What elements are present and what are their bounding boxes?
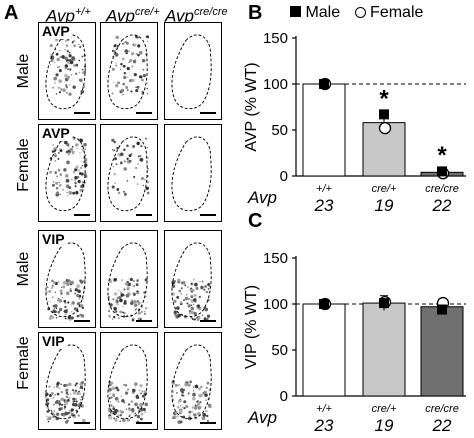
scn-outline xyxy=(45,242,86,318)
legend-female-marker xyxy=(354,7,366,18)
vip-n-label-1: 23 xyxy=(314,416,334,435)
avp-x-row-label: Avp xyxy=(247,188,277,207)
scn-outline xyxy=(171,34,212,110)
avp-ytick-label: 100 xyxy=(263,76,288,93)
avp-male-point-1 xyxy=(319,79,329,89)
vip-male-point-3 xyxy=(437,304,447,315)
avp-bar-1 xyxy=(302,83,346,177)
micrograph-avp-female-3 xyxy=(164,124,222,222)
avp-significance-3: * xyxy=(437,142,447,169)
vip-n-label-3: 22 xyxy=(432,416,452,435)
vip-ytick-label: 50 xyxy=(271,342,288,359)
vip-bar-1 xyxy=(302,303,346,397)
panel-b-letter: B xyxy=(248,2,263,24)
vip-n-label-2: 19 xyxy=(375,416,394,435)
vip-ylabel: VIP (% WT) xyxy=(243,285,260,369)
micrograph-vip-male-1: VIP xyxy=(38,230,96,328)
vip-category-label-1: +/+ xyxy=(316,403,332,415)
scn-outline xyxy=(171,344,212,420)
vip-ytick-label: 100 xyxy=(263,296,288,313)
scn-outline xyxy=(45,136,86,212)
legend-male-label: Male xyxy=(305,4,341,21)
scale-bar xyxy=(136,112,152,114)
row-label-male-avp: Male xyxy=(15,53,32,89)
scale-bar xyxy=(200,422,216,424)
vip-male-point-2 xyxy=(379,298,389,309)
vip-male-point-1 xyxy=(319,299,329,309)
avp-significance-2: * xyxy=(379,85,389,112)
marker-label: AVP xyxy=(41,125,71,141)
avp-n-label-1: 23 xyxy=(314,196,334,215)
vip-x-row-label: Avp xyxy=(247,408,277,427)
micrograph-avp-male-2 xyxy=(100,22,158,120)
vip-bar-3 xyxy=(420,306,464,397)
legend-male-marker xyxy=(290,6,301,17)
scale-bar xyxy=(136,320,152,322)
micrograph-vip-male-3 xyxy=(164,230,222,328)
scale-bar xyxy=(74,112,90,114)
micrograph-avp-female-1: AVP xyxy=(38,124,96,222)
scn-outline xyxy=(45,344,86,420)
vip-bar-2 xyxy=(362,302,406,397)
scale-bar xyxy=(74,422,90,424)
micrograph-avp-female-2 xyxy=(100,124,158,222)
avp-category-label-1: +/+ xyxy=(316,183,332,195)
avp-male-point-3 xyxy=(437,166,447,177)
scn-outline xyxy=(107,242,148,318)
vip-ytick-label: 150 xyxy=(263,250,288,267)
micrograph-vip-female-3 xyxy=(164,332,222,430)
micrograph-vip-female-2 xyxy=(100,332,158,430)
scn-outline xyxy=(171,242,212,318)
scale-bar xyxy=(200,320,216,322)
scale-bar xyxy=(74,320,90,322)
micrograph-vip-female-1: VIP xyxy=(38,332,96,430)
scale-bar xyxy=(200,112,216,114)
panel-c-letter: C xyxy=(248,210,263,232)
marker-label: VIP xyxy=(41,333,66,349)
genotype-header-ko: Avpcre/cre xyxy=(165,6,228,26)
avp-n-label-3: 22 xyxy=(432,196,452,215)
legend-female-label: Female xyxy=(370,4,424,21)
micrograph-vip-male-2 xyxy=(100,230,158,328)
scale-bar xyxy=(136,422,152,424)
scn-outline xyxy=(107,344,148,420)
vip-category-label-3: cre/cre xyxy=(425,403,459,415)
scn-outline xyxy=(171,136,212,212)
marker-label: VIP xyxy=(41,231,66,247)
row-label-female-avp: Female xyxy=(15,138,32,192)
scale-bar xyxy=(74,214,90,216)
micrograph-avp-male-1: AVP xyxy=(38,22,96,120)
legend: Male Female xyxy=(290,4,423,22)
chart-vip: 0 50 100 150 VIP (% WT) +/+23 cre/+19 cre/cre22… xyxy=(243,250,466,435)
avp-ytick-label: 50 xyxy=(271,122,288,139)
avp-ytick-label: 150 xyxy=(263,30,288,47)
micrograph-avp-male-3 xyxy=(164,22,222,120)
row-label-female-vip: Female xyxy=(15,336,32,390)
scale-bar xyxy=(200,214,216,216)
marker-label: AVP xyxy=(41,23,71,39)
avp-n-label-2: 19 xyxy=(375,196,394,215)
vip-ytick-label: 0 xyxy=(280,388,288,405)
genotype-header-het: Avpcre/+ xyxy=(106,6,160,26)
avp-ytick-label: 0 xyxy=(280,168,288,185)
vip-category-label-2: cre/+ xyxy=(372,403,397,415)
avp-category-label-3: cre/cre xyxy=(425,183,459,195)
avp-female-point-2 xyxy=(378,122,392,135)
avp-male-point-2 xyxy=(379,109,389,120)
scn-outline xyxy=(107,136,148,212)
row-label-male-vip: Male xyxy=(15,251,32,287)
genotype-header-wt: Avp+/+ xyxy=(46,6,91,26)
scn-outline xyxy=(107,34,148,110)
avp-category-label-2: cre/+ xyxy=(372,183,397,195)
panel-a-letter: A xyxy=(4,2,19,24)
scale-bar xyxy=(136,214,152,216)
avp-ylabel: AVP (% WT) xyxy=(243,62,260,151)
scn-outline xyxy=(45,34,86,110)
